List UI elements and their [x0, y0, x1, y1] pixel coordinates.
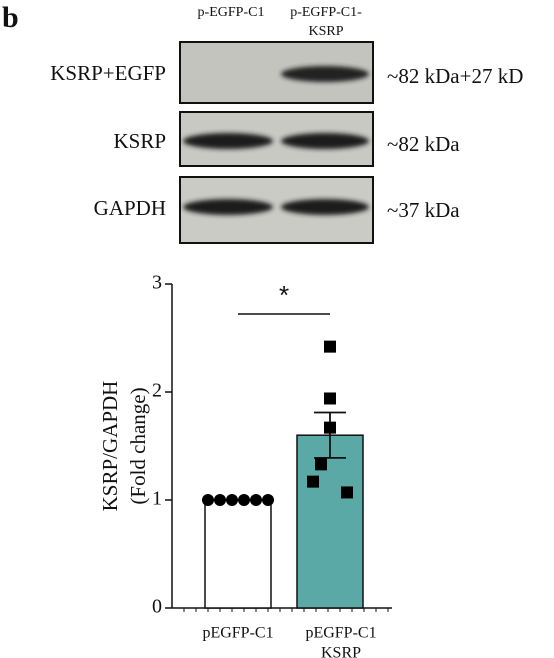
blot-row-label: KSRP — [113, 129, 166, 153]
blot-size: ~82 kDa+27 kD — [387, 64, 523, 88]
x-tick-label: KSRP — [321, 645, 361, 658]
significance-label: * — [279, 280, 289, 310]
data-point — [315, 458, 327, 471]
y-axis-label: KSRP/GAPDH — [98, 381, 122, 512]
lane-header: p-EGFP-C1 — [198, 5, 265, 20]
bar — [296, 434, 364, 609]
blot-row-label: GAPDH — [94, 196, 166, 220]
data-point — [250, 494, 262, 506]
lane-header: p-EGFP-C1- — [290, 5, 362, 20]
data-point — [324, 340, 336, 353]
y-axis-label: (Fold change) — [126, 387, 150, 504]
panel-label: b — [2, 1, 19, 34]
data-point — [307, 475, 319, 488]
blot-panel — [179, 176, 374, 244]
y-tick-label: 2 — [152, 380, 162, 402]
y-tick-label: 1 — [152, 488, 162, 510]
bar — [204, 499, 272, 609]
data-point — [341, 486, 353, 499]
data-point — [324, 392, 336, 405]
blot-panel — [179, 111, 374, 167]
blot-panel — [179, 41, 374, 104]
chart: 0 1 2 3 KSRP/GAPDH (Fold change) pEGFP-C1 pEGFP… — [98, 272, 392, 658]
x-tick-label: pEGFP-C1 — [202, 625, 273, 642]
data-point — [262, 494, 274, 506]
blot-size: ~82 kDa — [387, 132, 460, 156]
y-tick-label: 3 — [152, 272, 162, 294]
data-point — [238, 494, 250, 506]
data-point — [202, 494, 214, 506]
y-tick-label: 0 — [152, 596, 162, 618]
data-point — [324, 421, 336, 434]
x-tick-label: pEGFP-C1 — [305, 625, 376, 642]
blot-size: ~37 kDa — [387, 198, 460, 222]
data-point — [214, 494, 226, 506]
lane-header: KSRP — [308, 24, 343, 39]
data-point — [226, 494, 238, 506]
error-bar — [314, 411, 346, 459]
blot-row-label: KSRP+EGFP — [50, 61, 166, 85]
